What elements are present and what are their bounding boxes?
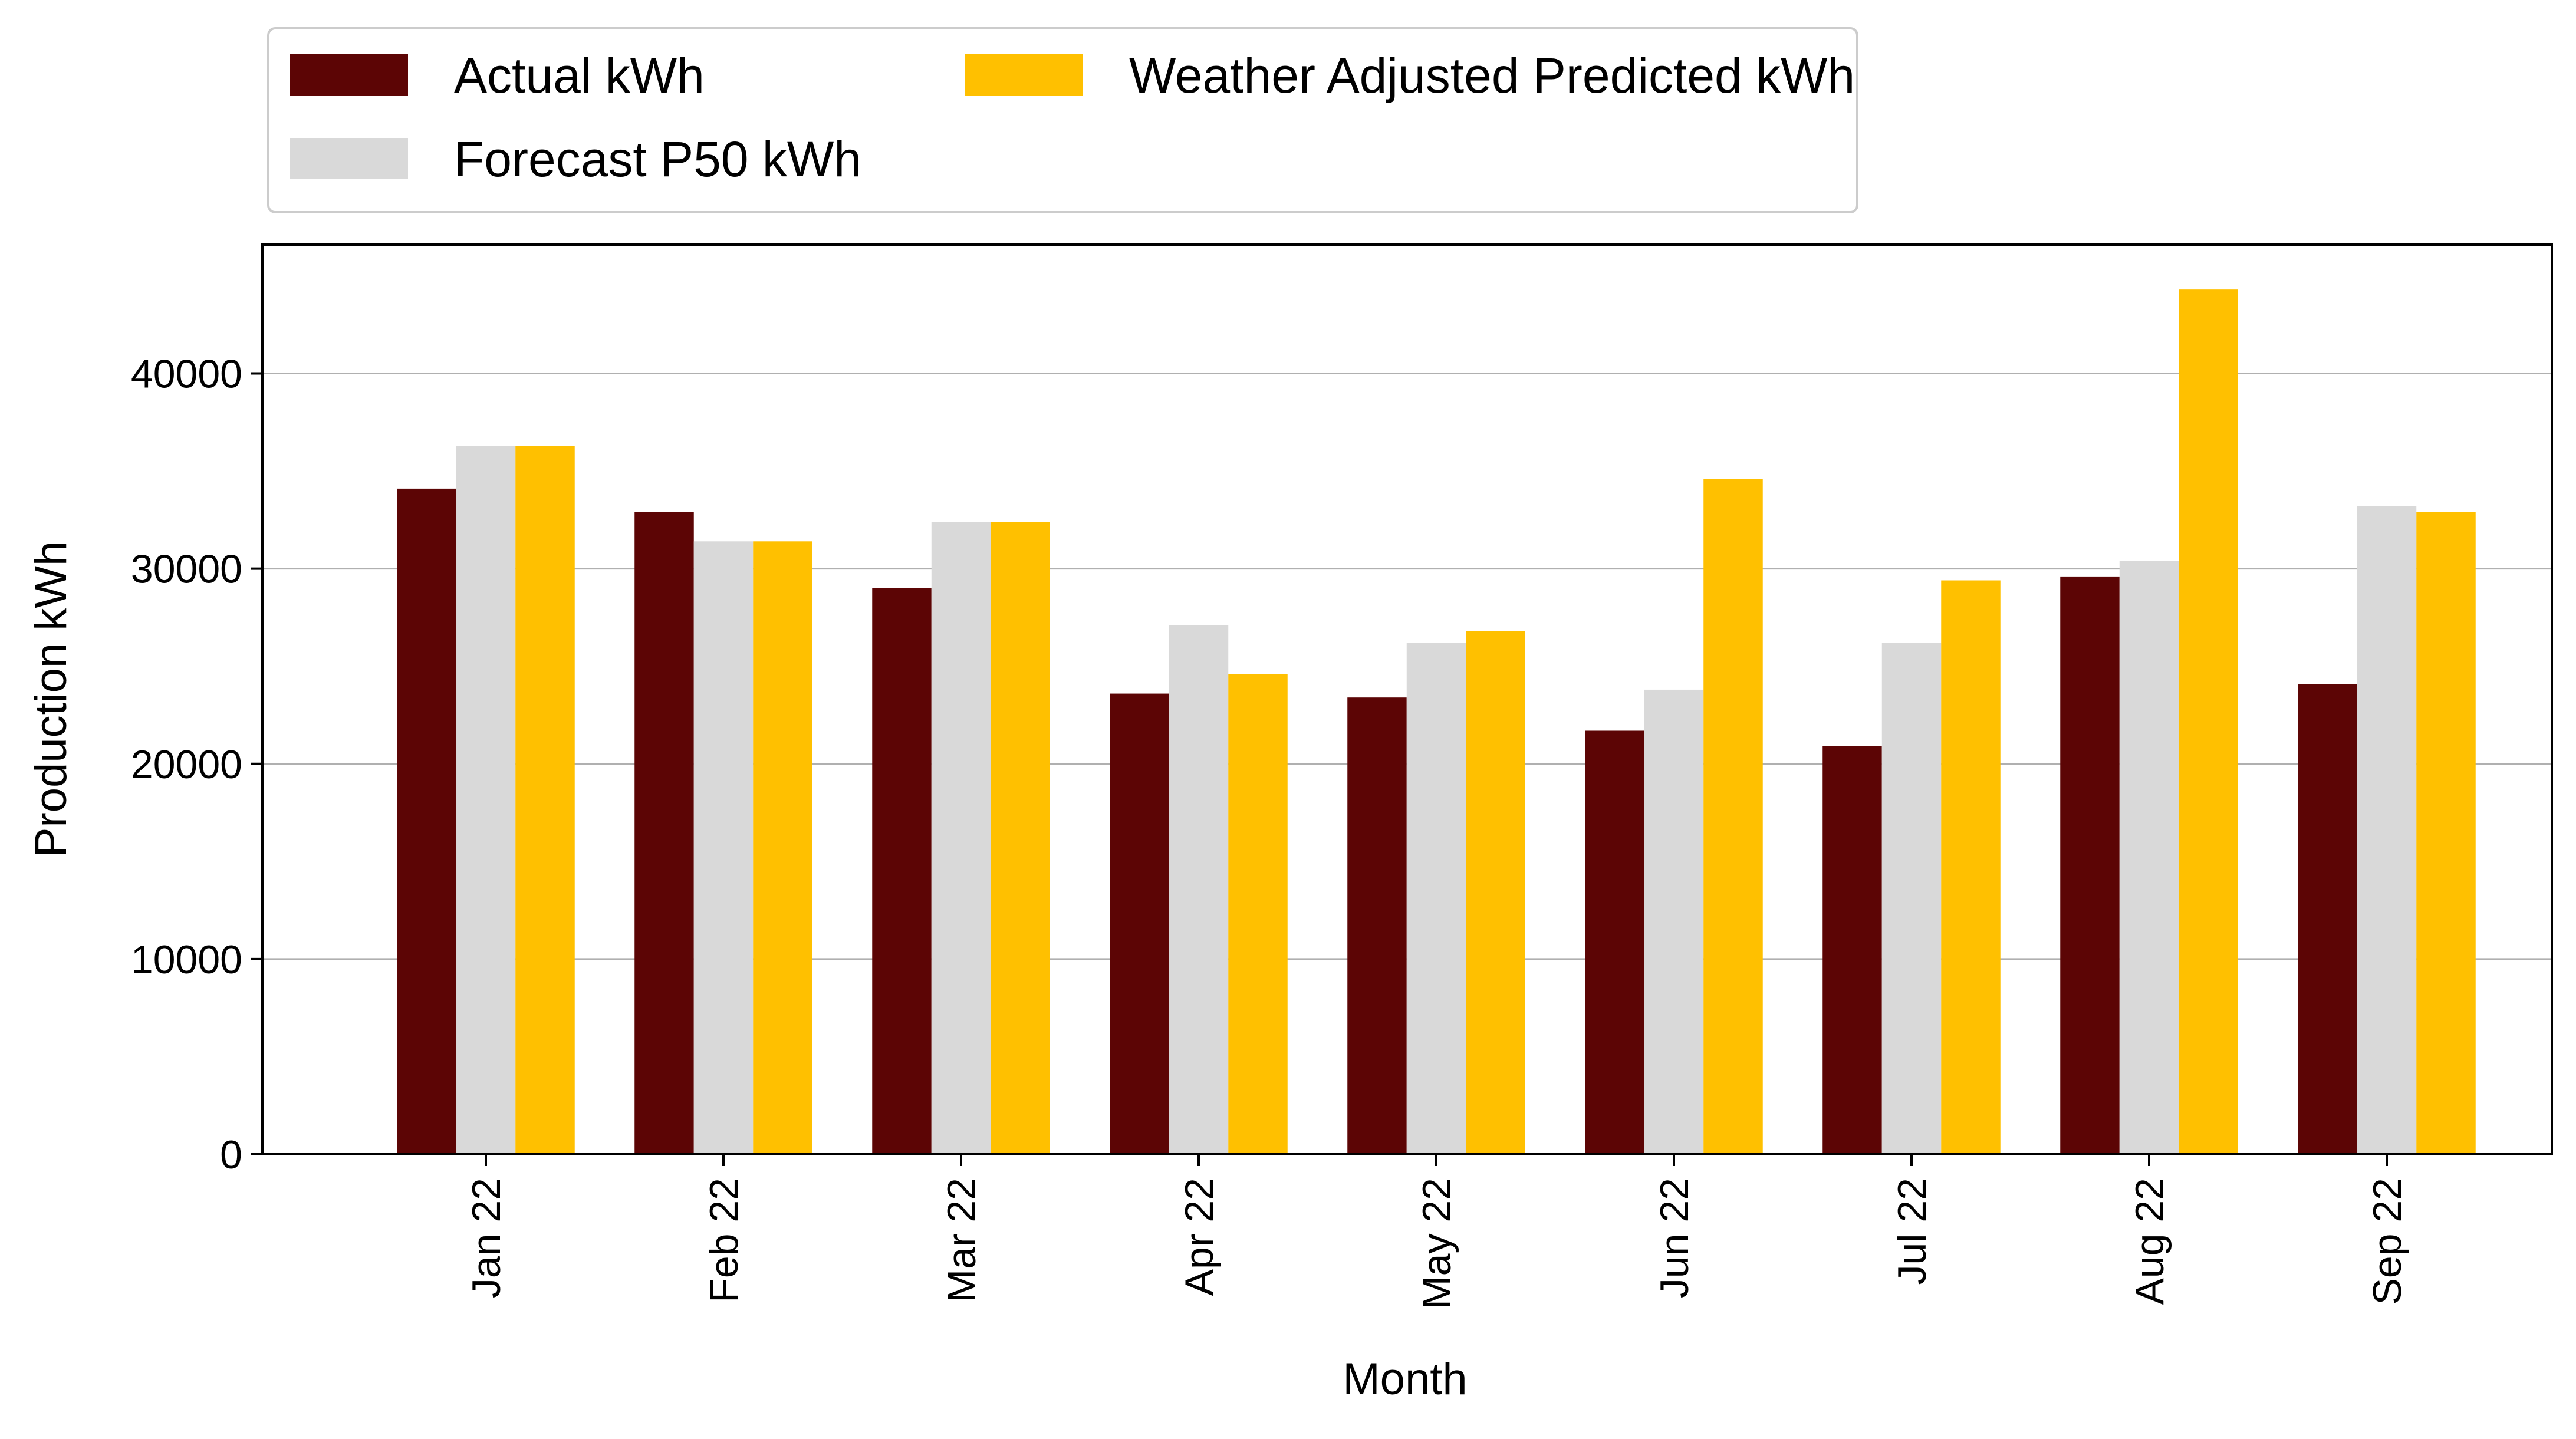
bar-forecast-may-22: [1406, 643, 1466, 1154]
bar-forecast-aug-22: [2119, 561, 2179, 1154]
x-axis-label: Month: [1343, 1354, 1467, 1404]
x-tick-label-jan-22: Jan 22: [464, 1178, 509, 1298]
legend-swatch-actual: [290, 54, 408, 96]
x-tick-label-aug-22: Aug 22: [2127, 1178, 2172, 1305]
bar-actual-aug-22: [2060, 576, 2120, 1154]
x-tick-label-jun-22: Jun 22: [1652, 1178, 1697, 1298]
bar-weather-adjusted-may-22: [1466, 631, 1525, 1154]
bar-actual-may-22: [1347, 697, 1407, 1154]
bar-actual-mar-22: [872, 588, 932, 1154]
legend-label-actual: Actual kWh: [454, 48, 705, 103]
bar-weather-adjusted-apr-22: [1228, 674, 1288, 1154]
legend-label-weather-adjusted: Weather Adjusted Predicted kWh: [1129, 48, 1855, 103]
bar-forecast-feb-22: [693, 541, 754, 1154]
y-axis-ticks: 0 10000 20000 30000 40000: [131, 352, 262, 1177]
bar-actual-apr-22: [1110, 693, 1169, 1154]
bar-actual-jun-22: [1585, 730, 1644, 1154]
x-axis-ticks: Jan 22 Feb 22 Mar 22 Apr 22 May 22 Jun 22 Jul …: [464, 1154, 2410, 1309]
bar-forecast-jan-22: [456, 446, 516, 1155]
bar-forecast-apr-22: [1169, 625, 1229, 1154]
y-tick-label-30000: 30000: [131, 547, 242, 592]
y-tick-label-20000: 20000: [131, 742, 242, 787]
x-tick-label-feb-22: Feb 22: [702, 1178, 746, 1303]
bar-weather-adjusted-jan-22: [515, 446, 575, 1155]
legend-swatch-weather-adjusted: [965, 54, 1083, 96]
bar-weather-adjusted-jun-22: [1703, 479, 1763, 1154]
bar-weather-adjusted-sep-22: [2416, 512, 2476, 1154]
x-tick-label-jul-22: Jul 22: [1890, 1178, 1935, 1285]
y-tick-label-10000: 10000: [131, 937, 242, 982]
y-tick-label-0: 0: [220, 1132, 242, 1177]
bar-actual-jul-22: [1822, 746, 1882, 1154]
y-axis-label: Production kWh: [26, 541, 76, 857]
x-tick-label-apr-22: Apr 22: [1177, 1178, 1222, 1296]
x-tick-label-mar-22: Mar 22: [939, 1178, 984, 1303]
legend-swatch-forecast: [290, 138, 408, 179]
bar-weather-adjusted-aug-22: [2179, 289, 2238, 1155]
legend-frame: [267, 27, 1858, 213]
bar-weather-adjusted-mar-22: [991, 522, 1050, 1154]
bar-weather-adjusted-jul-22: [1941, 580, 2001, 1154]
legend-label-forecast: Forecast P50 kWh: [454, 131, 861, 187]
bars: [397, 289, 2476, 1155]
bar-actual-feb-22: [634, 512, 694, 1154]
bar-forecast-jun-22: [1644, 689, 1704, 1154]
bar-weather-adjusted-feb-22: [753, 541, 812, 1154]
bar-actual-jan-22: [397, 488, 456, 1155]
y-tick-label-40000: 40000: [131, 352, 242, 397]
bar-actual-sep-22: [2298, 684, 2357, 1154]
x-tick-label-may-22: May 22: [1414, 1178, 1459, 1309]
plot-frame: [261, 243, 2553, 1155]
legend: Actual kWh Forecast P50 kWh Weather Adju…: [267, 27, 1858, 213]
x-tick-label-sep-22: Sep 22: [2365, 1178, 2410, 1305]
bar-forecast-jul-22: [1881, 643, 1942, 1154]
bar-forecast-sep-22: [2357, 506, 2417, 1154]
bar-forecast-mar-22: [931, 522, 991, 1154]
